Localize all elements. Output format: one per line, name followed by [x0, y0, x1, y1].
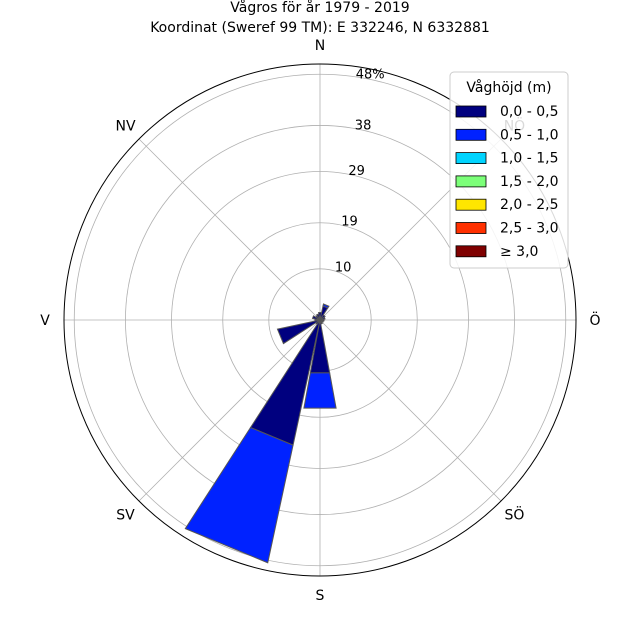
legend: Våghöjd (m) 0,0 - 0,5 0,5 - 1,0 1,0 - 1,5 1…: [449, 71, 569, 269]
ring-labels: 10 19 29 38 48%: [335, 68, 385, 276]
wave-bar-segment: [315, 313, 321, 321]
wave-bars: [184, 303, 337, 564]
legend-label: 1,0 - 1,5: [500, 151, 558, 167]
grid-spoke: [138, 319, 321, 502]
ring-label: 48%: [356, 68, 385, 83]
wave-bar-segment: [184, 426, 294, 564]
direction-label: S: [316, 588, 325, 604]
grid-spoke: [319, 319, 502, 502]
polar-grid: [64, 64, 576, 576]
direction-label: SÖ: [505, 505, 525, 523]
legend-box: [449, 71, 569, 269]
legend-swatch: [455, 105, 487, 118]
ring-label: 29: [348, 164, 365, 179]
ring-label: 19: [341, 215, 358, 230]
legend-swatch: [455, 198, 487, 211]
direction-label: V: [40, 313, 50, 329]
chart-subtitle: Koordinat (Sweref 99 TM): E 332246, N 63…: [150, 20, 490, 36]
legend-items: 0,0 - 0,5 0,5 - 1,0 1,0 - 1,5 1,5 - 2,0 2,0 …: [455, 104, 558, 260]
wave-bar-segment: [303, 372, 337, 409]
grid-spoke: [138, 138, 321, 321]
chart-title: Vågros för år 1979 - 2019: [230, 0, 409, 16]
direction-label: NV: [116, 119, 136, 135]
legend-label: 0,0 - 0,5: [500, 104, 558, 120]
direction-label: Ö: [589, 311, 600, 329]
legend-label: ≥ 3,0: [500, 244, 538, 260]
legend-label: 2,0 - 2,5: [500, 197, 558, 213]
legend-label: 2,5 - 3,0: [500, 221, 558, 237]
legend-swatch: [455, 245, 487, 258]
legend-swatch: [455, 175, 487, 188]
wave-bar-segment: [276, 319, 321, 345]
wave-bar-segment: [322, 303, 330, 309]
direction-label: SV: [116, 507, 135, 523]
direction-label: N: [315, 38, 325, 54]
ring-label: 38: [355, 118, 372, 133]
legend-title: Våghöjd (m): [466, 79, 551, 96]
legend-swatch: [455, 152, 487, 165]
legend-swatch: [455, 128, 487, 141]
outer-circle: [63, 63, 577, 577]
ring-label: 10: [335, 260, 352, 275]
legend-swatch: [455, 222, 487, 234]
legend-label: 0,5 - 1,0: [500, 127, 558, 143]
legend-label: 1,5 - 2,0: [500, 174, 558, 190]
